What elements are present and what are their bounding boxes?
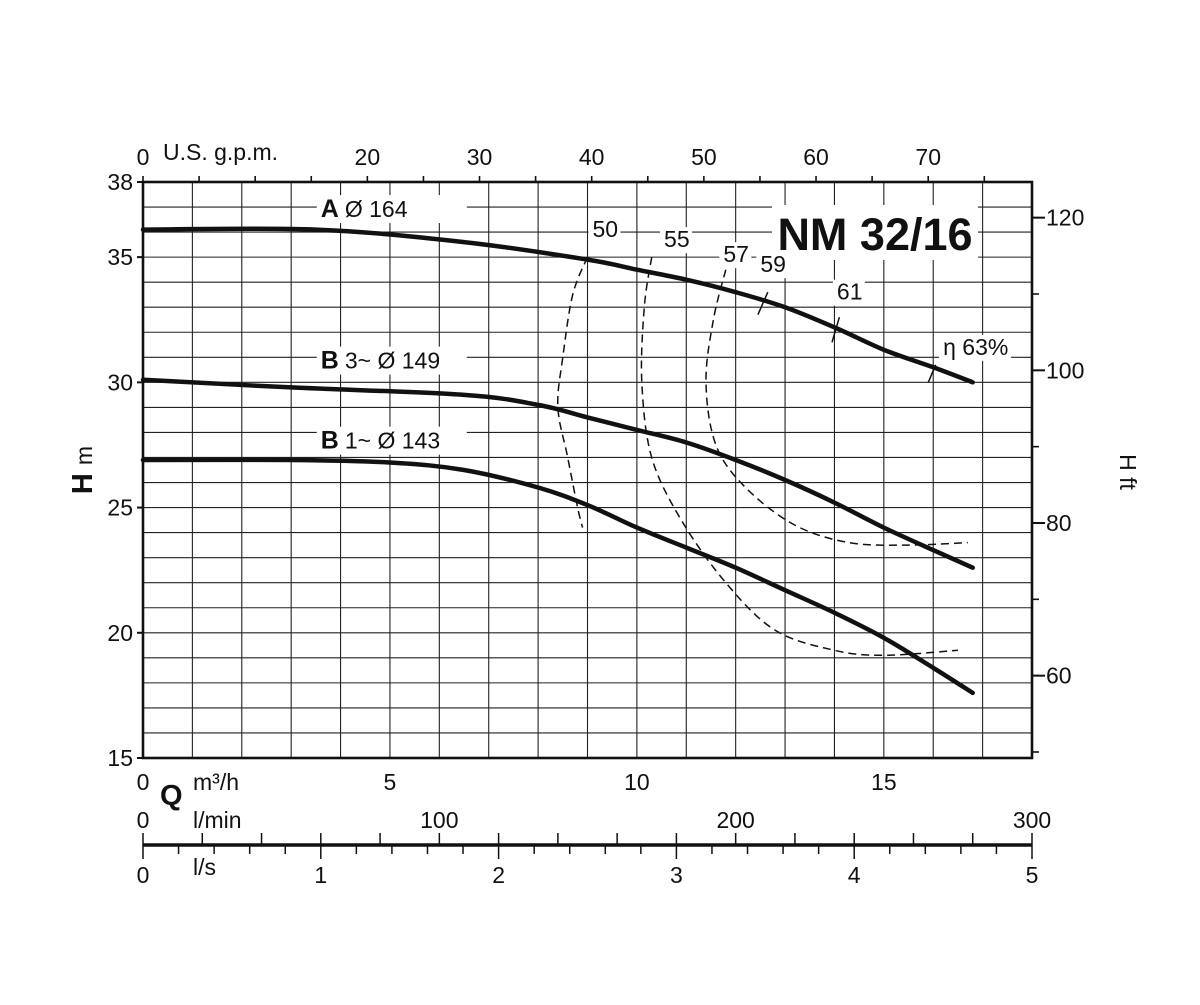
efficiency-label-5: η 63%	[943, 334, 1008, 360]
ls-tick-label: 3	[670, 862, 683, 888]
ft-tick-label: 100	[1046, 357, 1084, 383]
chart-title: NM 32/16	[777, 209, 972, 260]
x-axis-symbol: Q	[160, 780, 183, 812]
ls-tick-label: 1	[314, 862, 327, 888]
x-tick-label: 10	[624, 769, 650, 795]
grid	[142, 181, 1033, 759]
lmin-tick-label: 200	[716, 807, 754, 833]
series-name: B	[321, 347, 339, 375]
efficiency-value: 50	[592, 216, 618, 242]
y-axis-label: Hm	[67, 446, 99, 494]
y-axis-unit: m	[71, 446, 97, 465]
efficiency-curve-1	[640, 256, 958, 657]
ft-tick-label: 60	[1046, 663, 1072, 689]
efficiency-label-1: 55	[664, 226, 690, 252]
x-tick-label: 5	[384, 769, 397, 795]
gpm-tick-label: 20	[355, 144, 381, 170]
ft-tick-label: 120	[1046, 205, 1084, 231]
axis-ticks	[137, 176, 1045, 859]
y-tick-label: 15	[107, 745, 133, 771]
x-tick-label: 15	[871, 769, 897, 795]
gpm-tick-label: 70	[915, 144, 941, 170]
series-label-background	[316, 195, 467, 224]
series-label-background	[316, 426, 467, 455]
efficiency-label-0: 50	[592, 216, 618, 242]
y-tick-label: 20	[107, 620, 133, 646]
plot-border	[141, 180, 1034, 760]
series-detail: Ø 164	[345, 196, 408, 222]
ft-tick-label: 80	[1046, 510, 1072, 536]
ls-tick-label: 4	[848, 862, 861, 888]
efficiency-prefix: η	[943, 334, 962, 360]
x-axis-unit: m³/h	[193, 769, 239, 795]
right-axis-label: H ft	[1115, 454, 1141, 490]
gpm-tick-label: 0	[137, 144, 150, 170]
efficiency-curve-0	[556, 256, 589, 528]
efficiency-label-2: 57	[723, 241, 749, 267]
efficiency-label-background	[660, 227, 693, 254]
y-axis-symbol: H	[67, 473, 99, 494]
efficiency-label-background	[588, 217, 621, 244]
ls-tick-label: 2	[492, 862, 505, 888]
y-tick-label: 38	[107, 169, 133, 195]
plot-frame	[141, 180, 1034, 760]
efficiency-label-background	[756, 252, 789, 279]
top-axis-unit: U.S. g.p.m.	[163, 139, 278, 165]
series-detail: 3~ Ø 149	[345, 348, 440, 374]
curves	[140, 226, 975, 696]
lmin-tick-label: 100	[420, 807, 458, 833]
efficiency-label-background	[939, 334, 1012, 361]
gpm-tick-label: 30	[467, 144, 493, 170]
ls-axis-unit: l/s	[193, 854, 216, 880]
x-tick-label: 0	[137, 769, 150, 795]
y-tick-label: 25	[107, 495, 133, 521]
y-tick-label: 30	[107, 369, 133, 395]
efficiency-value: 57	[723, 241, 749, 267]
series-label-2: B 1~ Ø 143	[321, 427, 440, 455]
series-detail: 1~ Ø 143	[345, 428, 440, 454]
lmin-tick-label: 0	[137, 807, 150, 833]
head-curve-0	[140, 226, 975, 385]
efficiency-label-background	[719, 242, 752, 269]
ls-tick-label: 5	[1026, 862, 1039, 888]
efficiency-label-background	[832, 279, 865, 306]
lmin-axis-unit: l/min	[193, 807, 242, 833]
head-curve-1	[140, 377, 975, 570]
efficiency-curve-2	[705, 269, 968, 546]
gpm-tick-label: 50	[691, 144, 717, 170]
lmin-tick-label: 300	[1013, 807, 1051, 833]
efficiency-value: 59	[760, 251, 786, 277]
efficiency-label-3: 59	[760, 251, 786, 277]
head-curve-2	[140, 457, 975, 696]
series-name: A	[321, 195, 339, 223]
y-tick-label: 35	[107, 244, 133, 270]
efficiency-label-4: 61	[837, 279, 863, 305]
gpm-tick-label: 40	[579, 144, 605, 170]
series-label-background	[316, 346, 467, 375]
efficiency-value: 61	[837, 279, 863, 305]
ls-tick-label: 0	[137, 862, 150, 888]
series-label-1: B 3~ Ø 149	[321, 347, 440, 375]
efficiency-value: 55	[664, 226, 690, 252]
title-background	[772, 205, 978, 260]
efficiency-curve-3	[757, 291, 769, 315]
series-name: B	[321, 427, 339, 455]
efficiency-value: 63%	[962, 334, 1008, 360]
gpm-tick-label: 60	[803, 144, 829, 170]
